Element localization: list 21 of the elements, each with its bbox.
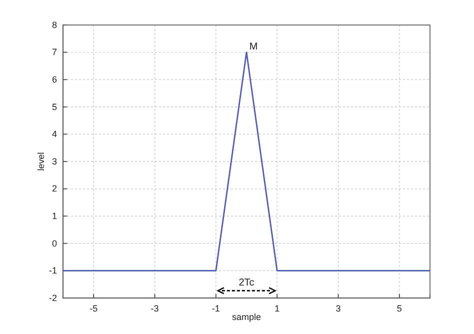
- x-axis-title: sample: [232, 312, 262, 322]
- y-tick-label: 7: [52, 47, 57, 58]
- y-tick-label: 5: [52, 102, 57, 112]
- y-tick-label: 3: [52, 156, 57, 166]
- x-tick-label: -1: [212, 303, 220, 314]
- y-tick-label: 0: [52, 238, 57, 248]
- y-tick-label: 4: [52, 129, 57, 140]
- y-tick-label: 8: [52, 20, 57, 30]
- x-tick-label: 5: [396, 303, 402, 314]
- y-tick-label: 1: [52, 210, 57, 221]
- x-tick-label: -3: [150, 303, 159, 314]
- x-tick-label: -5: [90, 303, 98, 314]
- y-tick-label: 6: [52, 74, 57, 84]
- annotation: M: [249, 41, 258, 52]
- x-tick-label: 3: [336, 303, 341, 314]
- y-tick-label: -2: [48, 292, 57, 303]
- y-tick-label: -1: [48, 266, 57, 276]
- y-tick-label: 2: [52, 184, 57, 194]
- x-tick-label: 1: [274, 303, 280, 314]
- annotation: 2Tc: [238, 278, 254, 289]
- y-axis-title: level: [36, 152, 46, 171]
